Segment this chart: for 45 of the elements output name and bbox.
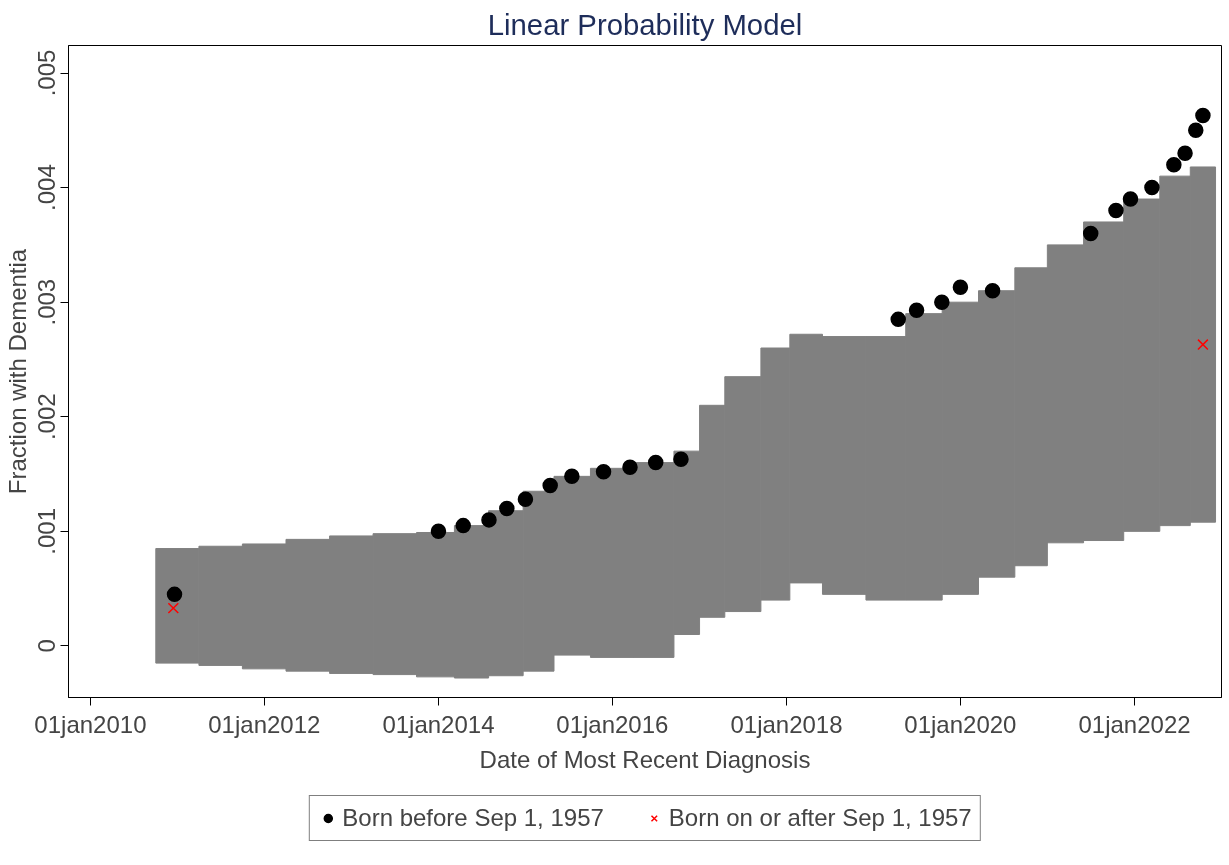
x-tick-label: 01jan2010	[34, 710, 147, 738]
point	[455, 517, 471, 534]
point	[1108, 202, 1124, 219]
y-axis-title: Fraction with Dementia	[3, 248, 31, 495]
y-tick-label: .001	[33, 507, 61, 555]
x-tick-label: 01jan2018	[730, 710, 843, 738]
point	[647, 454, 664, 471]
x-tick-label: 01jan2016	[556, 710, 669, 738]
point	[934, 294, 950, 310]
point	[595, 464, 612, 480]
point	[564, 468, 580, 485]
point	[1177, 145, 1193, 161]
point	[517, 491, 534, 507]
y-tick-label: 0	[33, 639, 61, 653]
point	[430, 523, 447, 540]
point	[1197, 338, 1209, 351]
point	[1188, 122, 1204, 139]
y-tick-label: .005	[33, 49, 61, 97]
point	[890, 311, 906, 328]
y-tick-label: .004	[33, 164, 61, 211]
x-tick-label: 01jan2020	[904, 710, 1017, 738]
point	[167, 602, 180, 614]
legend-label: Born on or after Sep 1, 1957	[668, 803, 972, 832]
point	[499, 500, 515, 517]
legend-label: Born before Sep 1, 1957	[342, 803, 604, 832]
point	[1082, 225, 1099, 242]
point	[1144, 179, 1160, 196]
y-tick-label: .002	[33, 393, 61, 441]
point	[622, 459, 638, 475]
x-tick-label: 01jan2022	[1078, 710, 1191, 738]
point	[542, 477, 558, 494]
x-tick-label: 01jan2012	[208, 710, 321, 738]
x-axis-title: Date of Most Recent Diagnosis	[479, 745, 811, 773]
point	[166, 586, 183, 603]
point	[984, 282, 1001, 299]
point	[1122, 191, 1139, 207]
point	[673, 451, 689, 467]
point	[952, 279, 969, 296]
point	[1166, 156, 1182, 173]
chart-title: Linear Probability Model	[487, 7, 803, 41]
point	[1195, 107, 1211, 124]
x-tick-label: 01jan2014	[382, 710, 495, 738]
point	[481, 512, 497, 528]
y-tick-label: .003	[33, 278, 61, 326]
point	[908, 302, 925, 318]
